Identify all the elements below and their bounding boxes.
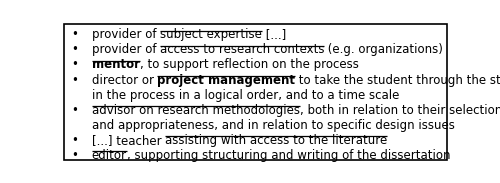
Text: and appropriateness, and in relation to specific design issues: and appropriateness, and in relation to … bbox=[92, 119, 454, 132]
Text: provider of: provider of bbox=[92, 28, 160, 41]
Text: advisor on research methodologies: advisor on research methodologies bbox=[92, 104, 300, 117]
Text: •: • bbox=[72, 58, 78, 71]
Text: •: • bbox=[72, 134, 78, 147]
Text: , to support reflection on the process: , to support reflection on the process bbox=[140, 58, 358, 71]
FancyBboxPatch shape bbox=[64, 24, 448, 160]
Text: assisting with access to the literature: assisting with access to the literature bbox=[165, 134, 387, 147]
Text: •: • bbox=[72, 74, 78, 87]
Text: access to research contexts: access to research contexts bbox=[160, 43, 324, 56]
Text: , supporting structuring and writing of the dissertation: , supporting structuring and writing of … bbox=[126, 149, 450, 162]
Text: •: • bbox=[72, 28, 78, 41]
Text: project management: project management bbox=[158, 74, 296, 87]
Text: , both in relation to their selection: , both in relation to their selection bbox=[300, 104, 500, 117]
Text: in the process in a logical order, and to a time scale: in the process in a logical order, and t… bbox=[92, 89, 399, 102]
Text: •: • bbox=[72, 104, 78, 117]
Text: [...]: [...] bbox=[262, 28, 286, 41]
Text: •: • bbox=[72, 43, 78, 56]
Text: subject expertise: subject expertise bbox=[160, 28, 262, 41]
Text: (e.g. organizations): (e.g. organizations) bbox=[324, 43, 443, 56]
Text: director or: director or bbox=[92, 74, 158, 87]
Text: mentor: mentor bbox=[92, 58, 140, 71]
Text: editor: editor bbox=[92, 149, 126, 162]
Text: provider of: provider of bbox=[92, 43, 160, 56]
Text: •: • bbox=[72, 149, 78, 162]
Text: [...] teacher: [...] teacher bbox=[92, 134, 165, 147]
Text: to take the student through the steps: to take the student through the steps bbox=[296, 74, 500, 87]
